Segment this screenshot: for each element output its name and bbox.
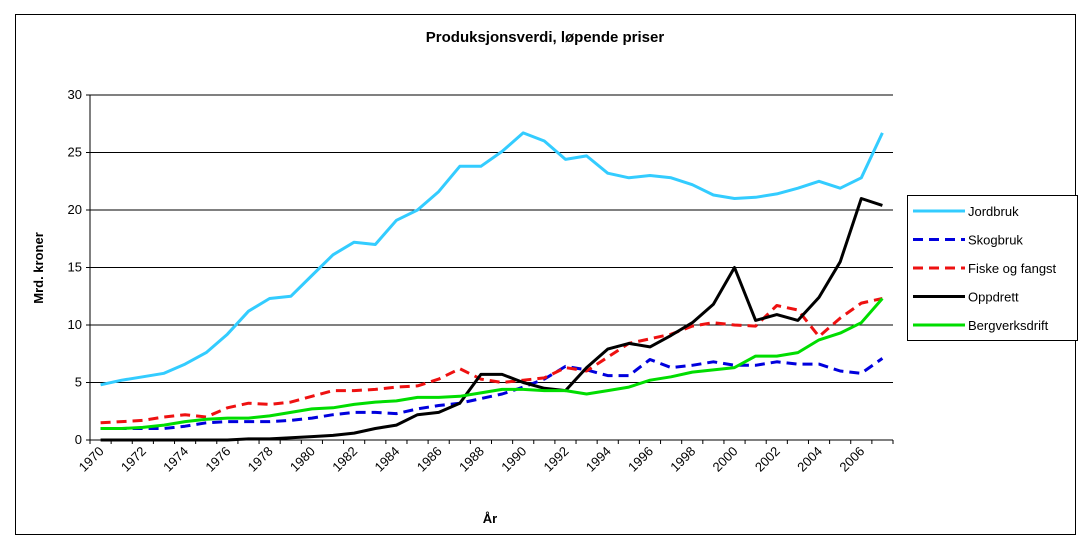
y-tick-label: 0 [75,432,82,447]
y-tick-label: 30 [68,87,82,102]
chart-frame [15,14,1076,535]
legend-label: Oppdrett [968,290,1019,305]
series-line [100,197,883,442]
y-tick-label: 25 [68,145,82,160]
x-axis-label: År [483,511,497,526]
legend-label: Jordbruk [968,204,1019,219]
legend-label: Bergverksdrift [968,318,1049,333]
chart-title: Produksjonsverdi, løpende priser [426,29,665,46]
legend-label: Skogbruk [968,233,1023,248]
y-axis-label: Mrd. kroner [31,232,46,304]
y-tick-label: 5 [75,375,82,390]
y-tick-label: 15 [68,260,82,275]
series-line [100,297,884,430]
y-tick-label: 10 [68,317,82,332]
series-line [100,357,884,430]
series-line [100,297,883,425]
y-tick-label: 20 [68,202,82,217]
legend-label: Fiske og fangst [968,261,1057,276]
series-line [100,131,884,387]
